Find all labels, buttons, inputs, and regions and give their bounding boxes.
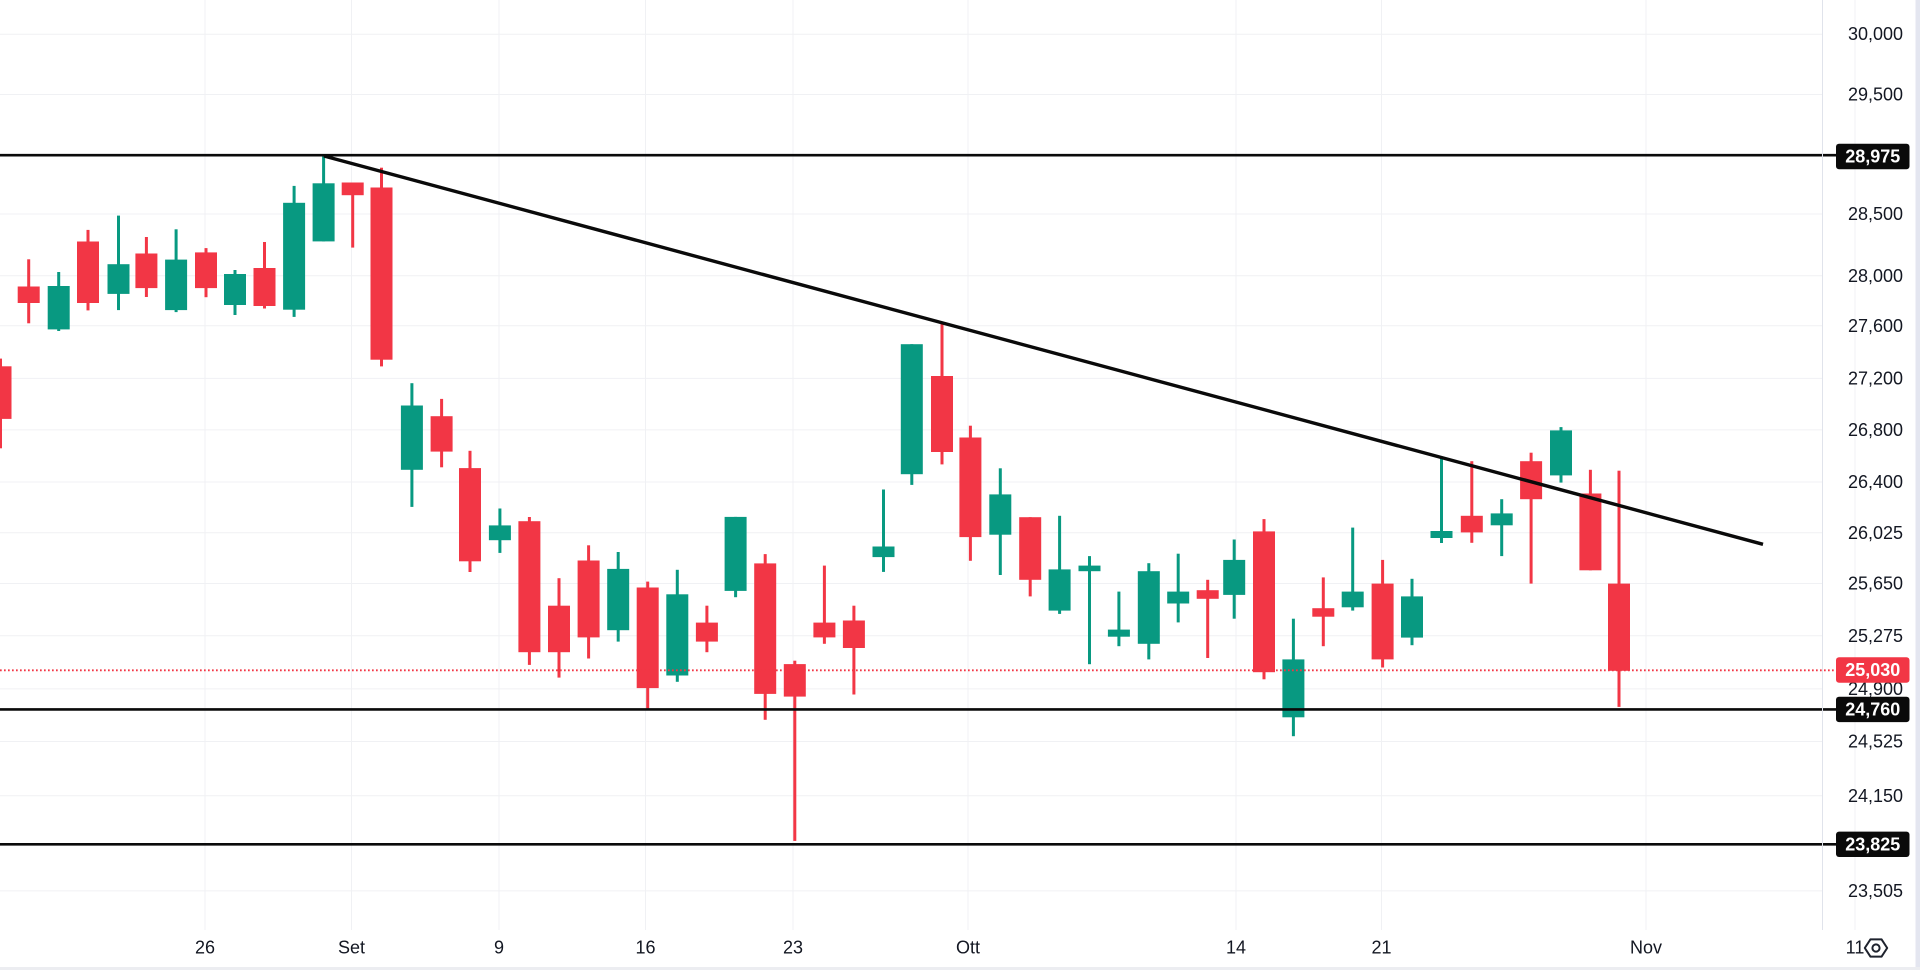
svg-text:21: 21 (1371, 938, 1391, 958)
svg-text:28,500: 28,500 (1848, 204, 1903, 224)
svg-text:27,600: 27,600 (1848, 316, 1903, 336)
svg-text:26: 26 (195, 938, 215, 958)
svg-text:16: 16 (635, 938, 655, 958)
svg-text:24,150: 24,150 (1848, 786, 1903, 806)
svg-text:30,000: 30,000 (1848, 24, 1903, 44)
svg-text:Ott: Ott (956, 938, 980, 958)
svg-text:Set: Set (338, 938, 365, 958)
svg-text:26,400: 26,400 (1848, 472, 1903, 492)
svg-text:24,525: 24,525 (1848, 732, 1903, 752)
svg-text:28,975: 28,975 (1845, 147, 1900, 167)
svg-text:23,505: 23,505 (1848, 881, 1903, 901)
svg-text:9: 9 (494, 938, 504, 958)
svg-text:24,760: 24,760 (1845, 699, 1900, 719)
svg-text:Nov: Nov (1630, 938, 1662, 958)
svg-text:26,800: 26,800 (1848, 420, 1903, 440)
svg-text:25,275: 25,275 (1848, 626, 1903, 646)
svg-text:25,650: 25,650 (1848, 574, 1903, 594)
svg-text:29,500: 29,500 (1848, 85, 1903, 105)
svg-text:11: 11 (1846, 938, 1865, 958)
svg-text:23,825: 23,825 (1845, 834, 1900, 854)
svg-text:26,025: 26,025 (1848, 523, 1903, 543)
svg-text:23: 23 (783, 938, 803, 958)
svg-text:28,000: 28,000 (1848, 266, 1903, 286)
svg-text:27,200: 27,200 (1848, 368, 1903, 388)
svg-text:25,030: 25,030 (1845, 660, 1900, 680)
svg-text:24,900: 24,900 (1848, 679, 1903, 699)
svg-text:14: 14 (1226, 938, 1246, 958)
